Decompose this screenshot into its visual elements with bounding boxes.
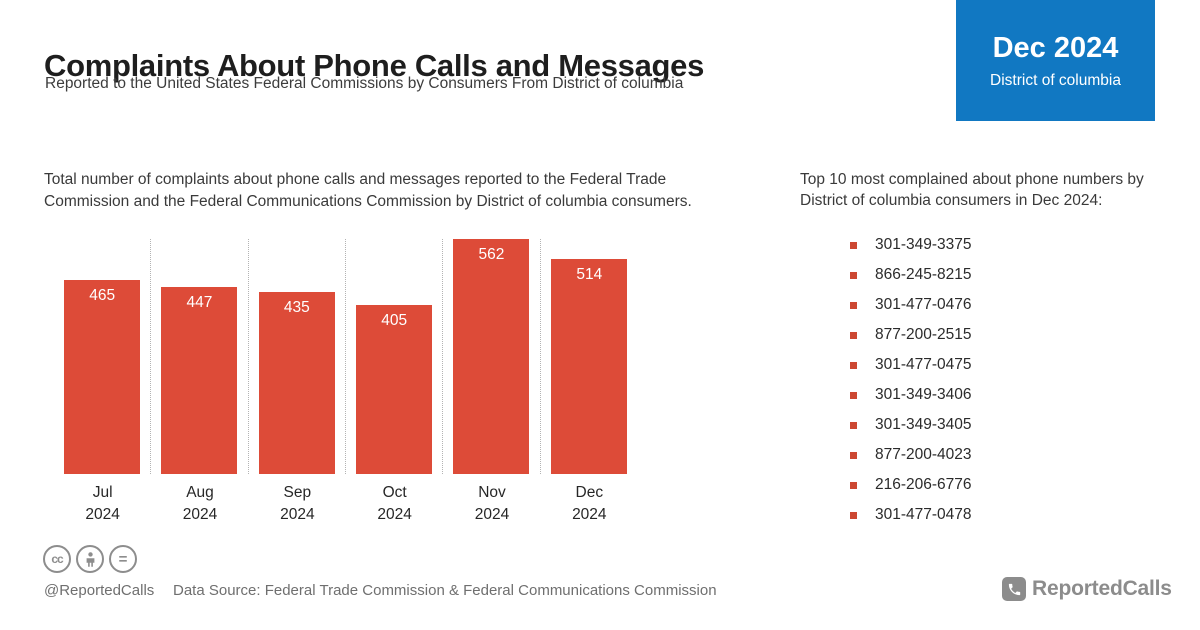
page-subtitle: Reported to the United States Federal Co… [45, 75, 684, 92]
bar-value-label: 465 [89, 286, 116, 304]
x-axis-label: Jul 2024 [54, 482, 151, 526]
bullet-icon [850, 241, 857, 249]
x-axis-label-line: 2024 [377, 506, 412, 523]
bar: 435 [258, 292, 335, 474]
phone-list-item: 301-349-3375 [850, 230, 972, 260]
bar: 465 [64, 279, 141, 474]
bar-cell: 435 Sep 2024 [249, 239, 346, 526]
bar-value-label: 435 [283, 299, 310, 317]
x-axis-label: Oct 2024 [346, 482, 443, 526]
phone-list-item: 877-200-2515 [850, 320, 972, 350]
license-icons: cc = [43, 545, 137, 573]
phone-number-text: 877-200-2515 [875, 326, 972, 343]
bar-cell: 447 Aug 2024 [151, 239, 249, 526]
phone-number-text: 301-477-0478 [875, 506, 972, 523]
page-title: Complaints About Phone Calls and Message… [44, 47, 705, 83]
x-axis-label-line: 2024 [85, 506, 120, 523]
bullet-icon [850, 511, 857, 519]
bullet-icon [850, 331, 857, 339]
phone-list-item: 301-477-0476 [850, 290, 972, 320]
bullet-icon [850, 421, 857, 429]
bar-cell: 405 Oct 2024 [346, 239, 444, 526]
phone-number-text: 877-200-4023 [875, 446, 972, 463]
phone-list-item: 301-477-0478 [850, 500, 972, 530]
bar: 447 [161, 287, 238, 474]
phone-number-text: 301-477-0475 [875, 356, 972, 373]
phone-number-list: 301-349-3375 866-245-8215 301-477-0476 877-… [850, 230, 972, 530]
phone-list-item: 301-477-0475 [850, 350, 972, 380]
x-axis-label-line: Dec [575, 484, 604, 501]
bar-plot-area: 514 [541, 239, 638, 474]
x-axis-label-line: Aug [186, 484, 214, 501]
social-handle: @ReportedCalls [44, 582, 155, 599]
cc-icon: cc [43, 545, 71, 573]
bullet-icon [850, 391, 857, 399]
bar-cell: 562 Nov 2024 [443, 239, 541, 526]
phone-number-text: 301-477-0476 [875, 296, 972, 313]
bullet-icon [850, 361, 857, 369]
period-badge: Dec 2024 District of columbia [956, 0, 1155, 121]
logo-wordmark: ReportedCalls [1032, 577, 1172, 600]
bar-plot-area: 447 [151, 239, 249, 474]
phone-list-heading: Top 10 most complained about phone numbe… [800, 170, 1144, 209]
bar-value-label: 562 [478, 246, 505, 263]
x-axis-label: Sep 2024 [249, 482, 346, 526]
x-axis-label-line: 2024 [182, 506, 218, 523]
phone-list-item: 866-245-8215 [850, 260, 972, 290]
bar-cell: 465 Jul 2024 [54, 239, 152, 526]
data-source-text: Data Source: Federal Trade Commission & … [173, 582, 717, 599]
x-axis-label-line: 2024 [572, 506, 607, 523]
x-axis-label: Nov 2024 [443, 482, 540, 526]
badge-period-label: Dec 2024 [992, 31, 1119, 64]
bullet-icon [850, 451, 857, 459]
x-axis-label-line: Sep [283, 484, 312, 501]
x-axis-label: Dec 2024 [541, 482, 638, 526]
chart-description: Total number of complaints about phone c… [44, 170, 692, 210]
x-axis-label-line: Oct [382, 484, 407, 501]
phone-list-item: 301-349-3406 [850, 380, 972, 410]
phone-icon [1002, 577, 1026, 601]
bullet-icon [850, 301, 857, 309]
attribution-person-icon [76, 545, 104, 573]
bar: 514 [551, 259, 628, 474]
bar: 405 [356, 304, 433, 474]
bar-plot-area: 435 [249, 239, 346, 474]
bullet-icon [850, 481, 857, 489]
bullet-icon [850, 271, 857, 279]
bar-plot-area: 562 [443, 239, 541, 474]
x-axis-label-line: 2024 [474, 506, 510, 523]
phone-number-text: 301-349-3406 [875, 386, 972, 403]
bar-chart: 465 Jul 2024 447 Aug 2024 435 Sep 2024 405 Oct 2024… [54, 239, 638, 526]
reportedcalls-logo: ReportedCalls [1002, 577, 1172, 601]
x-axis-label-line: 2024 [280, 506, 315, 523]
equal-sign-icon: = [109, 545, 137, 573]
badge-region-label: District of columbia [990, 71, 1121, 89]
bar-value-label: 447 [186, 294, 213, 312]
phone-list-item: 301-349-3405 [850, 410, 972, 440]
phone-number-text: 301-349-3405 [875, 416, 972, 433]
bar-value-label: 405 [381, 311, 408, 329]
x-axis-label-line: Nov [478, 484, 506, 501]
bar: 562 [453, 239, 530, 474]
x-axis-label: Aug 2024 [151, 482, 248, 526]
phone-number-text: 866-245-8215 [875, 266, 972, 283]
phone-number-text: 301-349-3375 [875, 236, 972, 253]
x-axis-label-line: Jul [92, 484, 113, 501]
phone-list-item: 216-206-6776 [850, 470, 972, 500]
phone-list-item: 877-200-4023 [850, 440, 972, 470]
phone-number-text: 216-206-6776 [875, 476, 972, 493]
bar-plot-area: 465 [54, 239, 152, 474]
bar-value-label: 514 [576, 266, 603, 284]
bar-plot-area: 405 [346, 239, 444, 474]
bar-cell: 514 Dec 2024 [541, 239, 638, 526]
